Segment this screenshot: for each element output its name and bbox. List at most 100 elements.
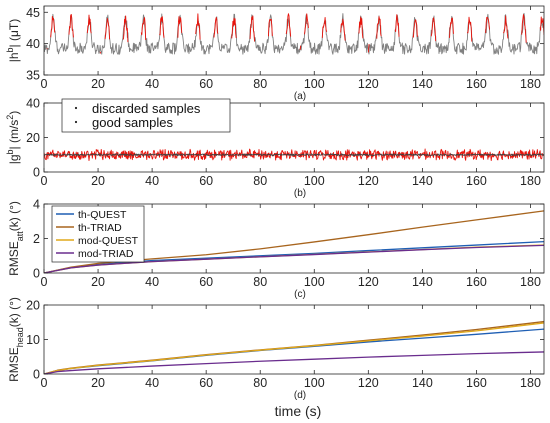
y-axis-label: |hb| (μT)	[5, 19, 21, 63]
x-tick-label: 160	[466, 376, 487, 390]
series-d-mod-quest	[44, 322, 544, 374]
x-tick-label: 180	[520, 174, 541, 188]
y-tick-label: 45	[26, 6, 40, 20]
y-axis-label-part: RMSE	[7, 347, 21, 382]
x-tick-label: 20	[91, 275, 105, 289]
x-tick-label: 40	[145, 77, 159, 91]
panel-label: (a)	[294, 91, 306, 102]
series-d-mod-triad	[44, 351, 544, 374]
y-axis-label: RMSEatt(k) (°)	[7, 201, 25, 276]
x-tick-label: 100	[304, 275, 325, 289]
x-axis-label: time (s)	[275, 403, 322, 419]
panel-b: 0 20 40 60 80 100 120 140 160 180 0 20 40 (b) |gb| (m/…	[5, 97, 545, 199]
x-tick-label: 40	[145, 376, 159, 390]
panel-label: (d)	[294, 390, 306, 401]
y-tick-label: 2	[33, 232, 40, 246]
y-tick-label: 20	[26, 299, 40, 313]
x-tick-label: 120	[358, 376, 379, 390]
y-axis-label: |gb| (m/s2)	[5, 111, 21, 165]
panel-c: 0 20 40 60 80 100 120 140 160 180 0 2 4 (c) RMSEatt(k)…	[7, 198, 545, 300]
x-tick-label: 80	[253, 77, 267, 91]
series-b-good-samples	[44, 153, 544, 157]
panel-d: 0 20 40 60 80 100 120 140 160 180 0 10 20 (d) RMSEhead…	[7, 297, 545, 419]
x-tick-label: 60	[199, 77, 213, 91]
x-tick-label: 60	[199, 275, 213, 289]
x-tick-label: 80	[253, 174, 267, 188]
x-tick-label: 100	[304, 77, 325, 91]
y-axis-label: RMSEhead(k) (°)	[7, 297, 25, 382]
y-tick-label: 0	[33, 166, 40, 180]
y-axis-label-part: (k) (°)	[7, 201, 21, 231]
x-tick-label: 0	[41, 77, 48, 91]
x-tick-label: 80	[253, 376, 267, 390]
plot-area-c	[44, 210, 544, 273]
x-tick-label: 100	[304, 174, 325, 188]
legend-marker	[74, 120, 78, 124]
legend-marker	[74, 106, 78, 110]
x-tick-label: 180	[520, 376, 541, 390]
x-tick-label: 20	[91, 376, 105, 390]
series-b-discarded-samples	[44, 148, 544, 162]
y-axis-label-part: |g	[7, 155, 21, 165]
series-a-discarded-samples	[46, 13, 544, 54]
x-tick-label: 140	[412, 376, 433, 390]
x-tick-label: 140	[412, 77, 433, 91]
x-tick-label: 80	[253, 275, 267, 289]
axes-frame-a	[43, 5, 545, 76]
y-tick-label: 10	[26, 333, 40, 347]
y-axis-label-part: b	[5, 47, 15, 52]
x-tick-label: 20	[91, 77, 105, 91]
x-tick-label: 120	[358, 174, 379, 188]
y-tick-label: 40	[26, 37, 40, 51]
series-c-th-triad	[44, 210, 544, 273]
panel-label: (c)	[294, 289, 306, 300]
y-tick-label: 40	[26, 97, 40, 111]
y-tick-label: 35	[26, 69, 40, 83]
x-tick-label: 160	[466, 77, 487, 91]
y-axis-label-part: )	[7, 111, 21, 115]
plot-area-d	[44, 320, 544, 374]
legend-entry: good samples	[92, 115, 173, 130]
y-axis-label-part: RMSE	[7, 241, 21, 276]
legend-entry: mod-TRIAD	[78, 248, 134, 260]
x-tick-label: 0	[41, 275, 48, 289]
y-tick-label: 0	[33, 368, 40, 382]
y-tick-label: 20	[26, 131, 40, 145]
legend-entry: th-TRIAD	[78, 222, 122, 234]
panel-a: 0 20 40 60 80 100 120 140 160 180 35 40 45 (a) |hb| (μ…	[5, 5, 545, 102]
y-axis-label-part: (k) (°)	[7, 297, 21, 327]
x-tick-label: 60	[199, 174, 213, 188]
x-tick-label: 140	[412, 174, 433, 188]
legend-entry: mod-QUEST	[78, 235, 139, 247]
y-axis-label-part: |h	[7, 52, 21, 62]
x-tick-label: 120	[358, 275, 379, 289]
y-axis-label-part: | (m/s	[7, 120, 21, 150]
legend-box	[61, 98, 231, 133]
y-axis-label-part: att	[15, 231, 25, 242]
y-tick-label: 4	[33, 198, 40, 212]
legend-entry: discarded samples	[92, 101, 201, 116]
series-c-mod-triad	[44, 244, 544, 273]
plot-area-a	[44, 12, 544, 55]
y-tick-label: 0	[33, 267, 40, 281]
x-tick-label: 40	[145, 275, 159, 289]
panel-label: (b)	[294, 188, 306, 199]
x-tick-label: 180	[520, 275, 541, 289]
x-tick-label: 160	[466, 275, 487, 289]
x-tick-label: 0	[41, 376, 48, 390]
legend-entry: th-QUEST	[78, 209, 127, 221]
x-tick-label: 20	[91, 174, 105, 188]
x-tick-label: 60	[199, 376, 213, 390]
y-axis-label-part: | (μT)	[7, 19, 21, 48]
x-tick-label: 180	[520, 77, 541, 91]
x-tick-label: 140	[412, 275, 433, 289]
y-axis-label-part: 2	[5, 115, 15, 120]
x-tick-label: 160	[466, 174, 487, 188]
plot-area-b	[44, 148, 544, 162]
x-tick-label: 100	[304, 376, 325, 390]
x-tick-label: 120	[358, 77, 379, 91]
y-axis-label-part: head	[15, 327, 25, 347]
